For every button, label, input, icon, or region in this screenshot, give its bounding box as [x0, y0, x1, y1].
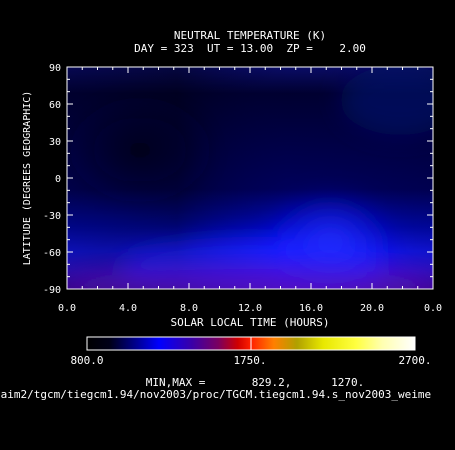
y-tick-label: -90 [43, 285, 61, 296]
y-tick-label: 0 [55, 174, 61, 185]
x-tick-label: 8.0 [180, 303, 198, 314]
chart-subtitle: DAY = 323 UT = 13.00 ZP = 2.00 [134, 43, 366, 55]
x-tick-label: 4.0 [119, 303, 137, 314]
x-tick-label: 12.0 [238, 303, 262, 314]
y-tick-label: 90 [49, 63, 61, 74]
x-tick-label: 0.0 [58, 303, 76, 314]
x-tick-label: 16.0 [299, 303, 323, 314]
colorbar-max-label: 2700. [398, 355, 431, 367]
x-tick-label: 20.0 [360, 303, 384, 314]
x-axis-label: SOLAR LOCAL TIME (HOURS) [171, 317, 330, 329]
y-axis-label: LATITUDE (DEGREES GEOGRAPHIC) [22, 91, 33, 266]
temperature-field [60, 65, 455, 301]
x-tick-label: 0.0 [424, 303, 442, 314]
y-tick-label: 60 [49, 100, 61, 111]
chart-title: NEUTRAL TEMPERATURE (K) [174, 30, 326, 42]
y-tick-label: 30 [49, 137, 61, 148]
source-path: /aim2/tgcm/tiegcm1.94/nov2003/proc/TGCM.… [0, 389, 431, 401]
colorbar [87, 337, 415, 350]
colorbar-mid-label: 1750. [233, 355, 266, 367]
y-tick-label: -30 [43, 211, 61, 222]
colorbar-min-label: 800.0 [70, 355, 103, 367]
y-tick-label: -60 [43, 248, 61, 259]
